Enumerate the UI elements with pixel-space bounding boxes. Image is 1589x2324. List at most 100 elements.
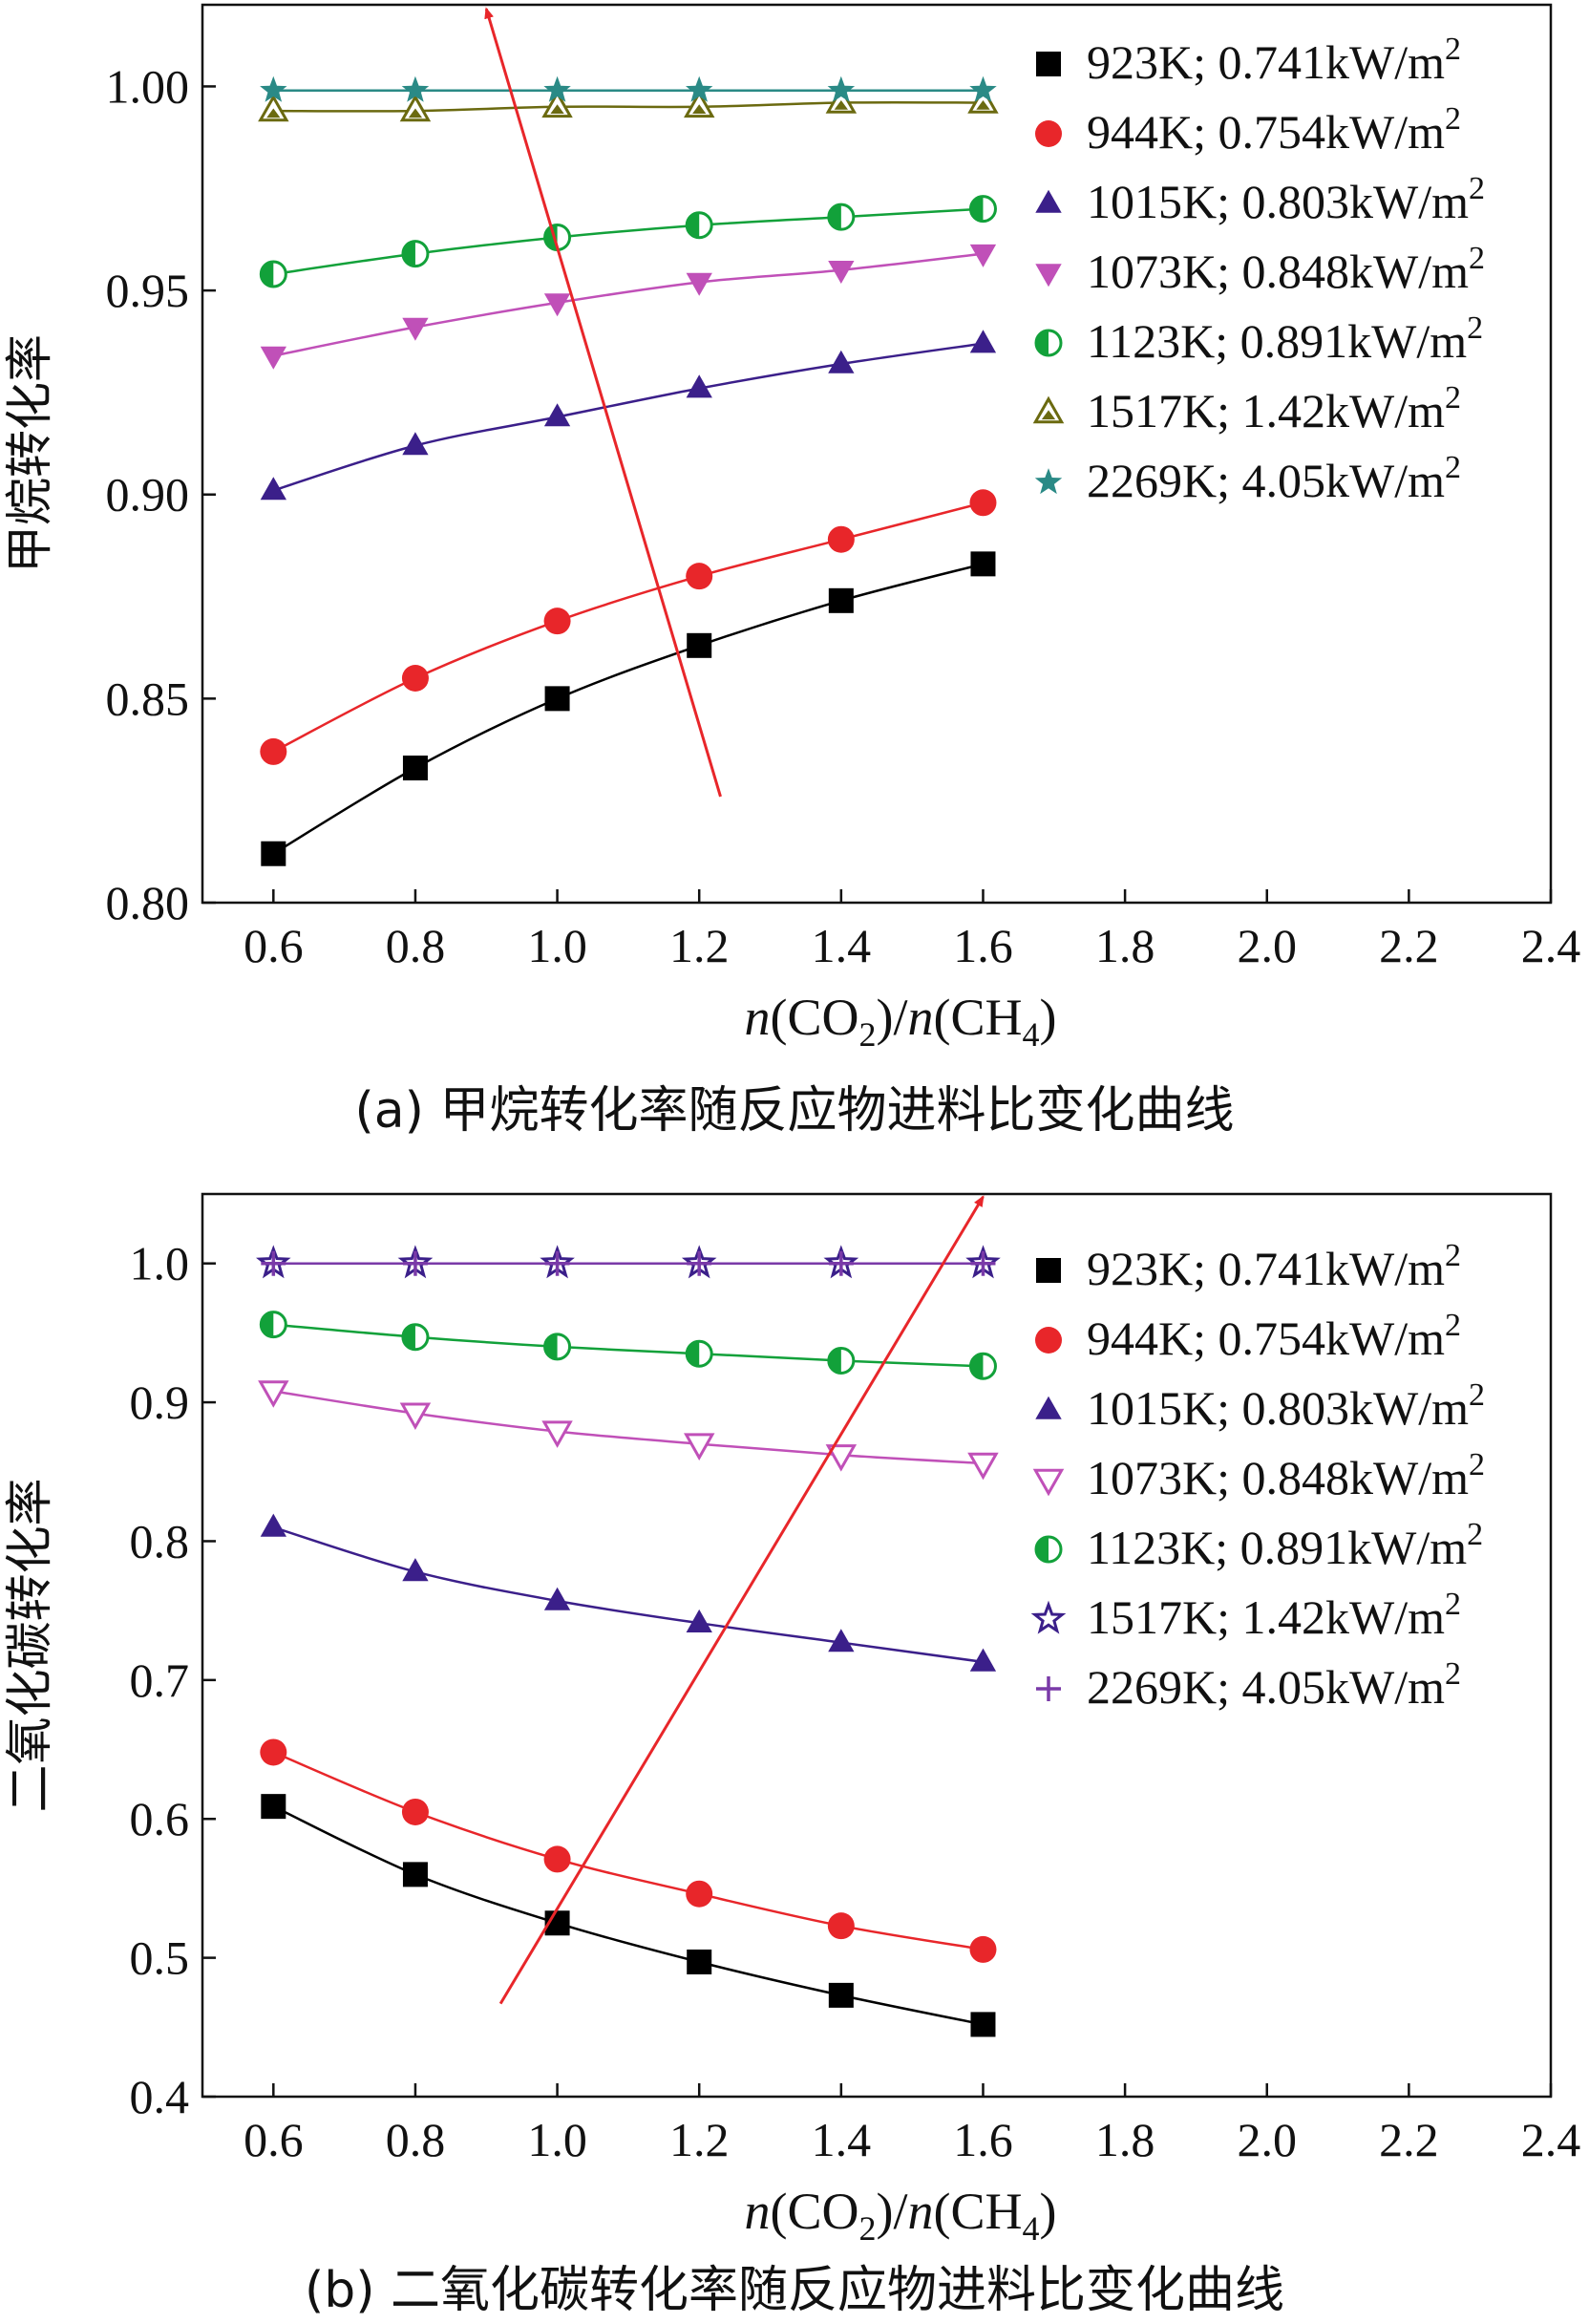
b-data-point: [260, 1513, 286, 1537]
a-data-point: [969, 244, 997, 267]
b-x-tick-label: 1.6: [953, 2113, 1013, 2166]
b-legend-label: 923K; 0.741kW/m2: [1087, 1238, 1461, 1295]
b-data-point: [967, 1452, 999, 1481]
b-data-point: [968, 1352, 997, 1380]
a-x-tick-label: 1.8: [1095, 919, 1155, 972]
caption-a: (a) 甲烷转化率随反应物进料比变化曲线: [355, 1082, 1235, 1140]
a-data-point: [399, 94, 432, 122]
a-data-point: [260, 75, 287, 102]
a-series-line: [272, 342, 984, 492]
a-data-point: [401, 75, 430, 102]
b-x-tick-label: 2.0: [1237, 2113, 1297, 2166]
a-legend-label: 1517K; 1.42kW/m2: [1087, 380, 1461, 437]
a-legend-marker-fill: [1041, 410, 1056, 420]
b-data-point: [402, 1862, 428, 1887]
a-series-line: [272, 563, 984, 855]
b-x-axis-label: n(CO2)/n(CH4): [745, 2183, 1057, 2248]
a-data-point-fill: [834, 99, 848, 110]
b-y-tick-label: 0.8: [130, 1514, 190, 1567]
a-data-point: [685, 211, 713, 240]
a-series-1: [260, 489, 997, 765]
b-legend-marker: [1036, 1258, 1061, 1283]
b-data-point: [970, 1250, 996, 1276]
a-x-axis-label: n(CO2)/n(CH4): [745, 989, 1057, 1054]
b-legend-label: 944K; 0.754kW/m2: [1087, 1308, 1461, 1365]
b-legend-marker: [1034, 1535, 1063, 1564]
panel-a-methane-conversion: 0.6 0.8 1.0 1.2 1.4 1.6 1.8 2.0 2.2 2.4 0.80 0.85 0.…: [2, 3, 1580, 1054]
a-data-point: [684, 90, 715, 118]
b-data-point: [543, 1587, 571, 1610]
a-data-point: [543, 224, 572, 252]
a-legend-label: 944K; 0.754kW/m2: [1087, 101, 1461, 159]
a-x-tick-label: 2.0: [1237, 919, 1297, 972]
a-data-point: [260, 737, 287, 765]
caption-b: (b) 二氧化碳转化率随反应物进料比变化曲线: [305, 2262, 1284, 2319]
b-data-point: [686, 1609, 712, 1632]
b-data-point: [827, 1912, 855, 1940]
b-series-line: [272, 1804, 984, 2026]
b-data-point: [970, 2012, 996, 2037]
a-data-point: [968, 195, 997, 224]
b-data-point: [825, 1444, 858, 1472]
a-legend-label: 1073K; 0.848kW/m2: [1087, 241, 1485, 298]
b-data-point: [402, 1250, 428, 1276]
a-legend-marker: [1035, 189, 1062, 213]
b-legend-label: 2269K; 4.05kW/m2: [1087, 1656, 1461, 1714]
b-data-point-fill: [828, 1348, 841, 1374]
b-data-point: [261, 1250, 286, 1276]
a-data-point: [687, 632, 712, 658]
a-data-point-fill: [402, 241, 415, 267]
a-x-tick-label: 1.0: [527, 919, 587, 972]
a-data-point: [260, 477, 286, 501]
b-data-point: [399, 1402, 432, 1431]
a-x-tick-label: 1.4: [812, 919, 872, 972]
a-data-point: [543, 403, 571, 427]
b-axes-frame: [201, 1192, 1553, 2099]
a-series-6: [260, 75, 997, 102]
b-x-tick-label: 0.8: [386, 2113, 446, 2166]
b-series-6: [261, 1250, 996, 1276]
a-data-point-fill: [970, 196, 984, 222]
b-y-tick-label: 0.5: [130, 1931, 190, 1985]
b-y-axis-label: 二氧化碳转化率: [2, 1479, 57, 1813]
a-data-point: [969, 330, 997, 353]
b-legend-label: 1073K; 0.848kW/m2: [1087, 1447, 1485, 1504]
b-data-point: [969, 1648, 997, 1672]
b-legend-label: 1517K; 1.42kW/m2: [1087, 1587, 1461, 1644]
b-data-point: [541, 1420, 573, 1448]
a-legend-marker: [1034, 329, 1063, 357]
a-legend-marker: [1034, 468, 1063, 495]
a-y-tick-label: 0.85: [106, 672, 190, 725]
b-legend-marker: [1035, 1396, 1062, 1419]
a-legend-label: 2269K; 4.05kW/m2: [1087, 450, 1461, 507]
a-series-line: [273, 100, 984, 113]
a-series-5: [258, 86, 999, 122]
a-axes-frame: [201, 3, 1553, 905]
b-data-point: [543, 1333, 572, 1361]
a-series-3: [260, 244, 997, 370]
b-series-1: [260, 1738, 997, 1963]
a-legend-label: 923K; 0.741kW/m2: [1087, 32, 1461, 89]
a-series-line: [273, 252, 984, 357]
b-data-point: [259, 1311, 287, 1339]
b-data-point-fill: [544, 1333, 558, 1359]
a-y-axis-label: 甲烷转化率: [2, 334, 57, 573]
a-legend-marker: [1036, 52, 1061, 76]
a-legend-label: 1123K; 0.891kW/m2: [1087, 310, 1483, 368]
a-data-point-fill: [687, 212, 700, 238]
a-data-point: [686, 75, 713, 102]
b-legend-label: 1015K; 0.803kW/m2: [1087, 1377, 1485, 1435]
a-data-point: [260, 346, 286, 370]
b-y-tick-label: 0.4: [130, 2070, 190, 2123]
b-series-5: [255, 1245, 1001, 1279]
a-trend-arrow: [484, 7, 722, 798]
b-data-point: [261, 1794, 286, 1820]
b-legend-label: 1123K; 0.891kW/m2: [1087, 1517, 1483, 1574]
a-data-point-fill: [550, 104, 564, 114]
b-series-line: [272, 1751, 984, 1951]
a-data-point: [401, 240, 430, 268]
a-series-4: [259, 195, 997, 288]
a-data-point: [402, 317, 429, 341]
a-y-tick-label: 0.90: [106, 468, 190, 522]
a-series-2: [260, 330, 997, 501]
